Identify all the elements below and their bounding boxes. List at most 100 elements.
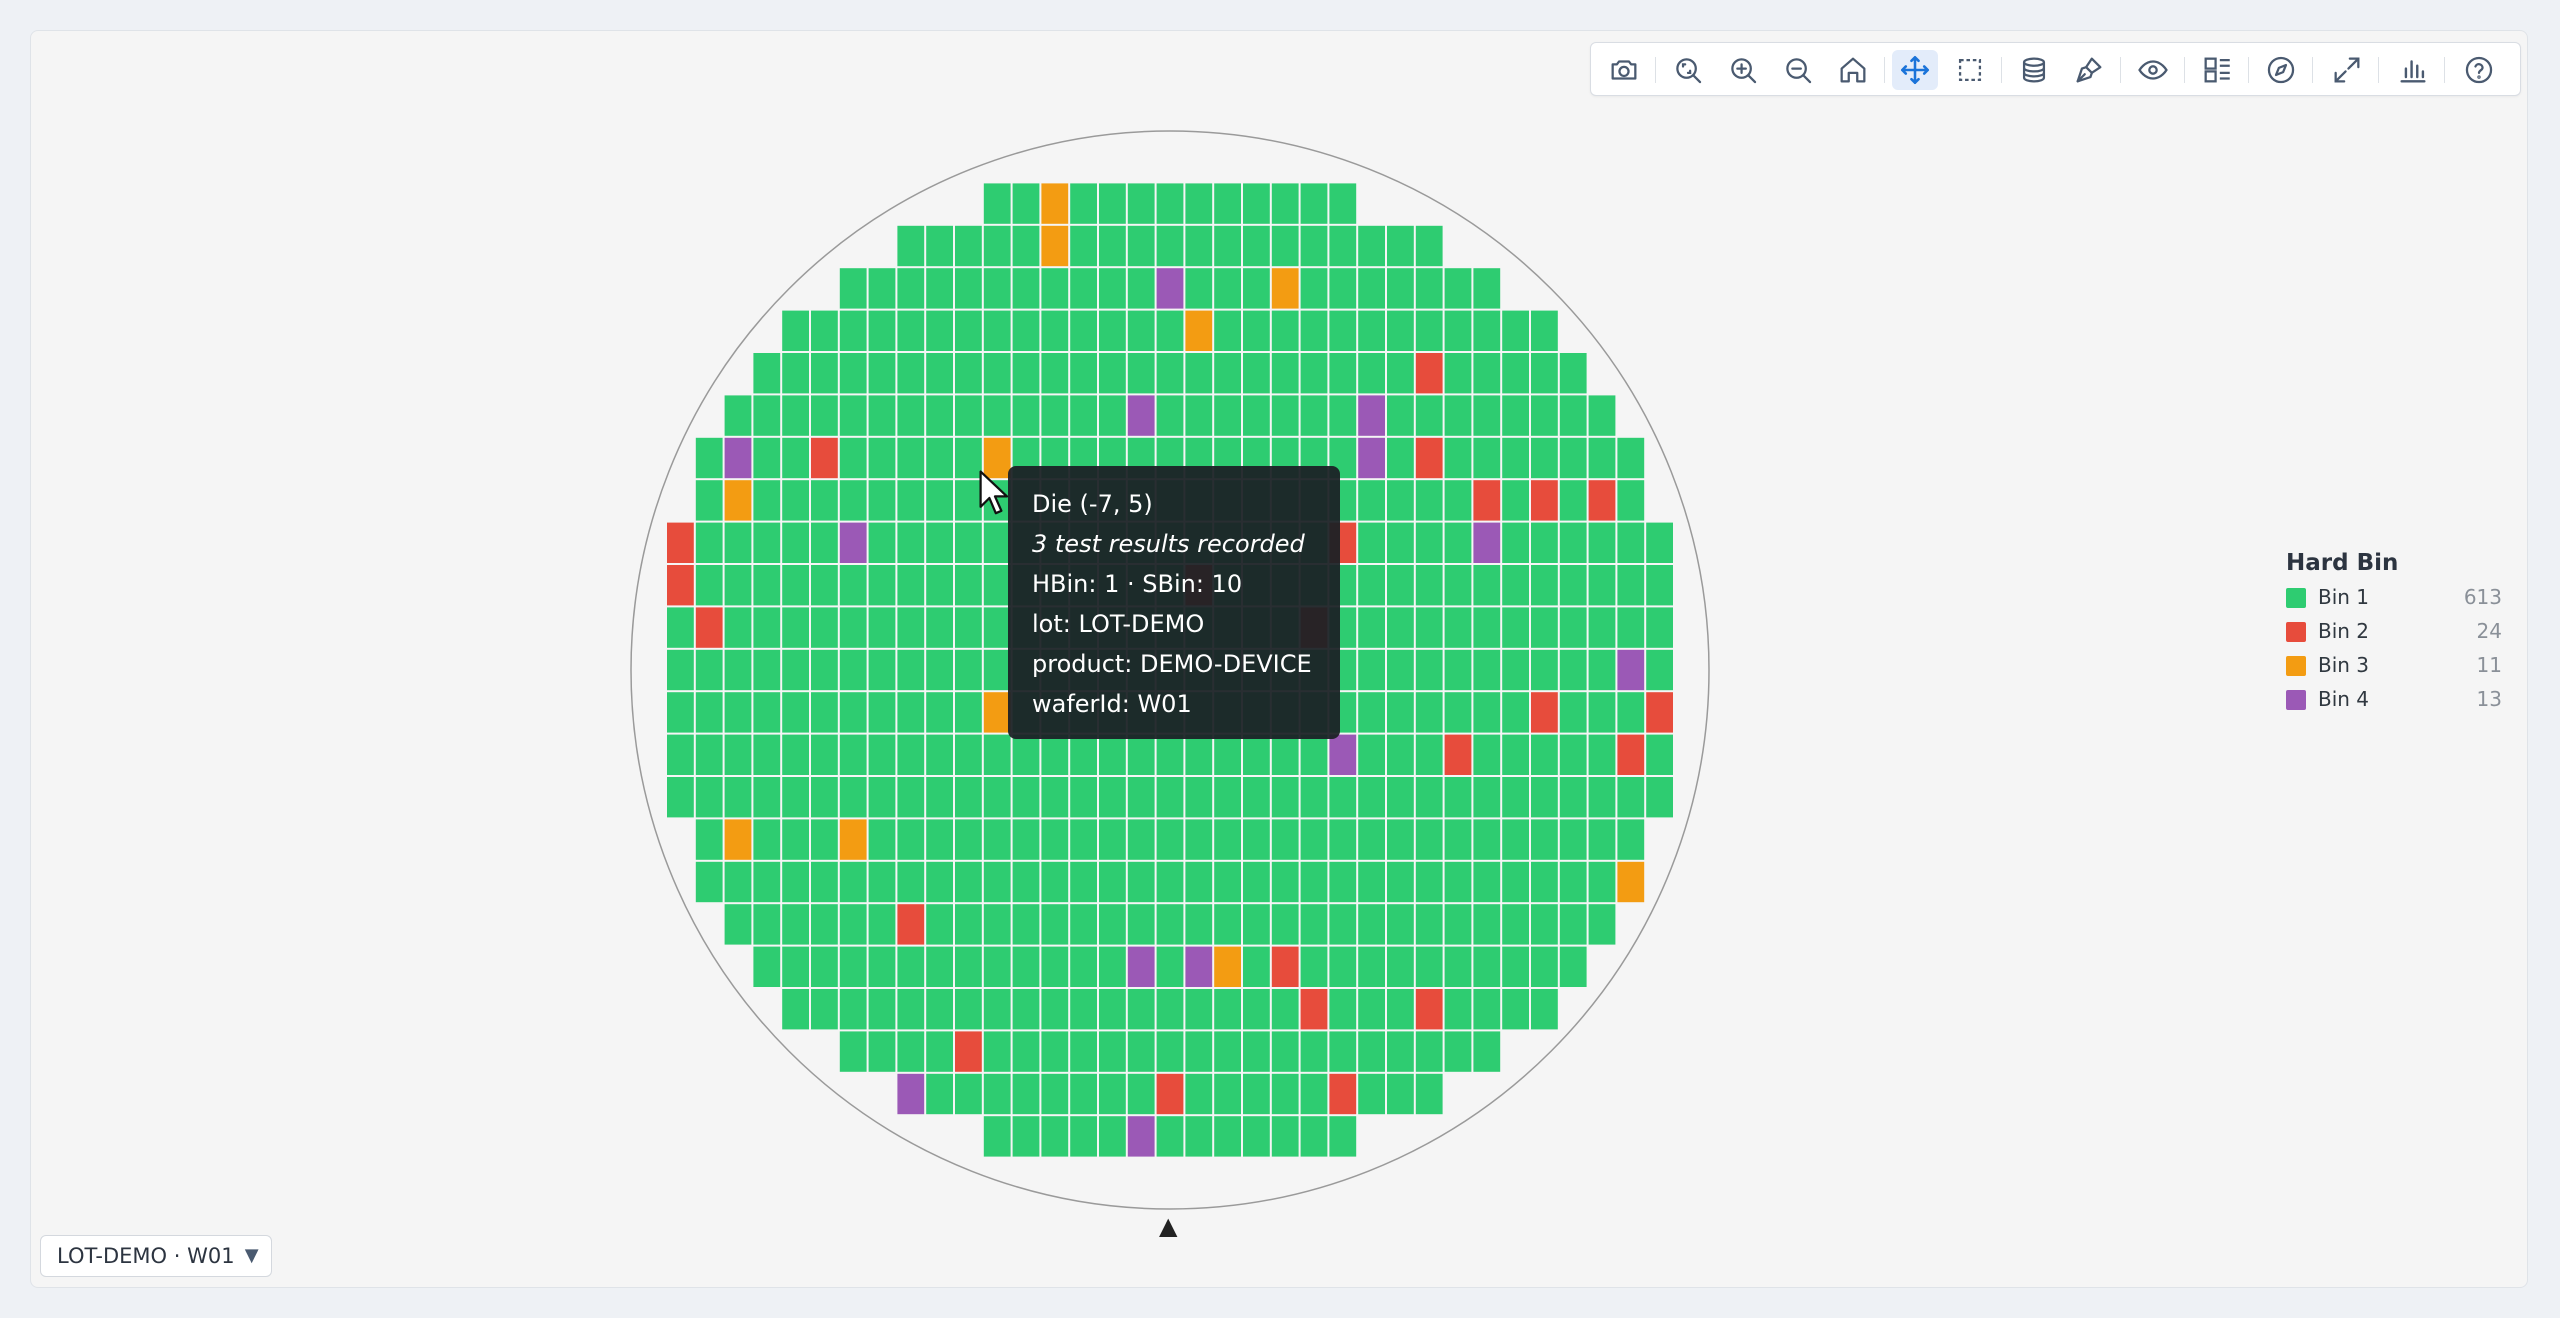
die-cell[interactable] (1387, 777, 1414, 818)
die-cell[interactable] (1559, 522, 1587, 563)
die-cell[interactable] (1473, 522, 1501, 563)
die-cell[interactable] (839, 565, 867, 606)
die-cell[interactable] (1617, 861, 1645, 903)
die-cell[interactable] (1243, 1031, 1270, 1072)
die-cell[interactable] (955, 268, 982, 309)
die-cell[interactable] (1531, 565, 1558, 606)
die-cell[interactable] (811, 649, 838, 691)
die-cell[interactable] (1473, 437, 1501, 479)
die-cell[interactable] (1070, 777, 1097, 818)
die-cell[interactable] (983, 310, 1011, 351)
die-cell[interactable] (897, 1073, 925, 1115)
die-cell[interactable] (811, 692, 838, 733)
die-cell[interactable] (1358, 225, 1385, 267)
legend-item-bin-4[interactable]: Bin 4 13 (2286, 682, 2506, 716)
die-cell[interactable] (1127, 310, 1155, 351)
die-cell[interactable] (1243, 904, 1270, 945)
die-cell[interactable] (897, 904, 925, 945)
die-cell[interactable] (1070, 734, 1097, 775)
die-cell[interactable] (926, 861, 953, 903)
die-cell[interactable] (1012, 777, 1040, 818)
die-cell[interactable] (1300, 777, 1328, 818)
die-cell[interactable] (1646, 607, 1673, 648)
die-cell[interactable] (1012, 989, 1040, 1030)
die-cell[interactable] (1358, 734, 1385, 775)
die-cell[interactable] (983, 183, 1011, 224)
die-cell[interactable] (695, 819, 723, 860)
die-cell[interactable] (897, 607, 925, 648)
die-cell[interactable] (1358, 437, 1385, 479)
die-cell[interactable] (1156, 353, 1184, 394)
die-cell[interactable] (1387, 946, 1414, 987)
die-cell[interactable] (1531, 904, 1558, 945)
die-cell[interactable] (839, 819, 867, 860)
die-cell[interactable] (868, 565, 896, 606)
die-cell[interactable] (1531, 395, 1558, 436)
die-cell[interactable] (782, 819, 809, 860)
die-cell[interactable] (1473, 861, 1501, 903)
die-cell[interactable] (1070, 1073, 1097, 1115)
die-cell[interactable] (1012, 183, 1040, 224)
die-cell[interactable] (1070, 904, 1097, 945)
die-cell[interactable] (1444, 565, 1472, 606)
die-cell[interactable] (1099, 819, 1126, 860)
die-cell[interactable] (1127, 777, 1155, 818)
die-cell[interactable] (1329, 904, 1357, 945)
die-cell[interactable] (753, 734, 781, 775)
die-cell[interactable] (1156, 777, 1184, 818)
legend-item-bin-1[interactable]: Bin 1 613 (2286, 580, 2506, 614)
die-cell[interactable] (1358, 904, 1385, 945)
die-cell[interactable] (1271, 183, 1299, 224)
die-cell[interactable] (1156, 268, 1184, 309)
die-cell[interactable] (1243, 861, 1270, 903)
die-cell[interactable] (1127, 395, 1155, 436)
die-cell[interactable] (724, 692, 752, 733)
die-cell[interactable] (1444, 777, 1472, 818)
die-cell[interactable] (868, 734, 896, 775)
die-cell[interactable] (868, 989, 896, 1030)
die-cell[interactable] (897, 946, 925, 987)
die-cell[interactable] (897, 1031, 925, 1072)
die-cell[interactable] (782, 692, 809, 733)
die-cell[interactable] (1099, 777, 1126, 818)
die-cell[interactable] (1588, 819, 1616, 860)
die-cell[interactable] (1559, 734, 1587, 775)
die-cell[interactable] (1185, 777, 1213, 818)
die-cell[interactable] (1617, 480, 1645, 521)
die-cell[interactable] (1300, 1073, 1328, 1115)
die-cell[interactable] (983, 904, 1011, 945)
die-cell[interactable] (1099, 268, 1126, 309)
paint-brush-button[interactable] (2066, 50, 2112, 90)
die-cell[interactable] (1588, 692, 1616, 733)
die-cell[interactable] (753, 692, 781, 733)
die-cell[interactable] (1041, 819, 1069, 860)
die-cell[interactable] (1502, 607, 1529, 648)
die-cell[interactable] (1070, 183, 1097, 224)
die-cell[interactable] (1415, 1073, 1443, 1115)
die-cell[interactable] (1531, 819, 1558, 860)
die-cell[interactable] (1012, 395, 1040, 436)
die-cell[interactable] (1214, 225, 1241, 267)
die-cell[interactable] (955, 480, 982, 521)
die-cell[interactable] (1271, 989, 1299, 1030)
die-cell[interactable] (1646, 734, 1673, 775)
die-cell[interactable] (1214, 904, 1241, 945)
home-button[interactable] (1830, 50, 1876, 90)
die-cell[interactable] (1300, 310, 1328, 351)
die-cell[interactable] (955, 734, 982, 775)
die-cell[interactable] (753, 819, 781, 860)
bar-chart-button[interactable] (2390, 50, 2436, 90)
camera-button[interactable] (1601, 50, 1647, 90)
die-cell[interactable] (1531, 649, 1558, 691)
die-cell[interactable] (1012, 734, 1040, 775)
die-cell[interactable] (1444, 946, 1472, 987)
die-cell[interactable] (1156, 989, 1184, 1030)
die-cell[interactable] (1358, 777, 1385, 818)
die-cell[interactable] (753, 946, 781, 987)
die-cell[interactable] (724, 395, 752, 436)
die-cell[interactable] (868, 777, 896, 818)
die-cell[interactable] (1415, 437, 1443, 479)
die-cell[interactable] (782, 777, 809, 818)
die-cell[interactable] (1099, 1073, 1126, 1115)
die-cell[interactable] (1415, 225, 1443, 267)
